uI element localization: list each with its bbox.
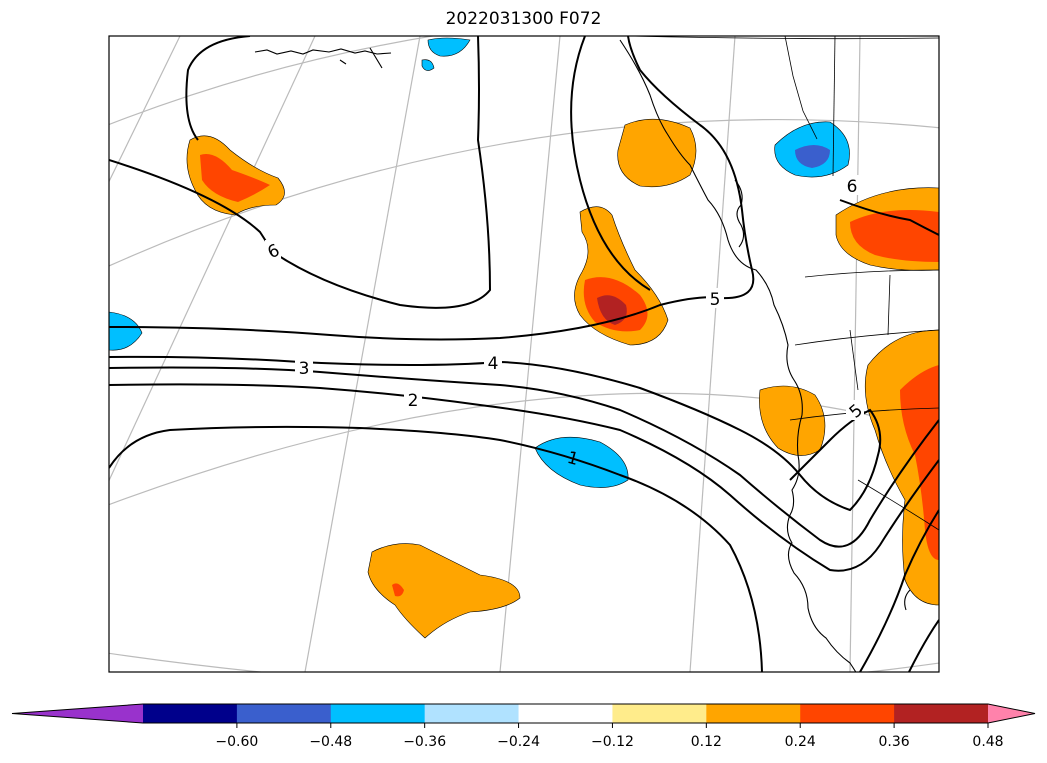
colorbar-outline bbox=[11, 703, 1036, 724]
positive-anomaly-area bbox=[597, 295, 627, 325]
colorbar-tick-label: 0.48 bbox=[972, 734, 1003, 750]
colorbar-tick-label: −0.24 bbox=[497, 734, 540, 750]
contour-line bbox=[109, 355, 882, 512]
contour-label: 3 bbox=[299, 359, 310, 379]
colorbar-segment bbox=[330, 704, 426, 723]
colorbar-segment bbox=[612, 704, 707, 723]
positive-anomaly-area bbox=[200, 154, 270, 202]
political-borders bbox=[629, 36, 939, 531]
contour-label-group: 6 5 4 3 2 1 6 5 bbox=[265, 175, 867, 470]
positive-anomaly-area bbox=[617, 118, 697, 188]
contour-label: 5 bbox=[710, 290, 721, 310]
positive-anomaly-area bbox=[367, 543, 521, 639]
colorbar-tick-label: −0.60 bbox=[215, 734, 258, 750]
positive-anomaly-area bbox=[900, 365, 939, 560]
colorbar-segments bbox=[11, 703, 1036, 724]
colorbar-tick-label: 0.12 bbox=[691, 734, 722, 750]
map-title: 2022031300 F072 bbox=[445, 9, 602, 29]
contour-line bbox=[908, 619, 939, 672]
map-frame bbox=[108, 35, 940, 673]
colorbar-extend-high bbox=[988, 704, 1035, 723]
colorbar-tick-label: −0.48 bbox=[309, 734, 352, 750]
contour-line bbox=[570, 36, 651, 291]
contour-line bbox=[109, 36, 492, 309]
contour-label: 6 bbox=[847, 177, 858, 197]
negative-anomaly-area bbox=[109, 311, 143, 351]
colorbar-segment bbox=[424, 704, 520, 723]
colorbar-extend-low bbox=[12, 704, 143, 723]
contour-line bbox=[185, 36, 251, 141]
contour-line bbox=[839, 199, 939, 236]
contour-line bbox=[109, 383, 939, 572]
colorbar-segment bbox=[894, 704, 989, 723]
negative-anomaly-area bbox=[795, 145, 830, 168]
colorbar-ticks: −0.60 −0.48 −0.36 −0.24 −0.12 0.12 0.24 0.36 0.4… bbox=[215, 723, 1004, 750]
contour-label: 4 bbox=[488, 354, 499, 374]
contour-label: 1 bbox=[565, 448, 581, 470]
negative-anomaly-area bbox=[421, 59, 435, 71]
graticule bbox=[109, 36, 939, 672]
contour-line bbox=[859, 509, 939, 672]
colorbar-segment bbox=[518, 704, 613, 723]
colorbar-segment bbox=[706, 704, 801, 723]
colorbar-tick-label: 0.36 bbox=[879, 734, 910, 750]
colorbar-tick-label: 0.24 bbox=[785, 734, 816, 750]
coastlines bbox=[254, 39, 911, 672]
positive-anomaly-area bbox=[392, 583, 404, 597]
colorbar-segment bbox=[143, 704, 238, 723]
contour-line bbox=[109, 425, 763, 672]
colorbar-segment bbox=[800, 704, 895, 723]
contour-line bbox=[109, 366, 939, 548]
negative-anomaly-area bbox=[427, 37, 471, 57]
colorbar-tick-label: −0.36 bbox=[403, 734, 446, 750]
contour-label: 2 bbox=[408, 391, 419, 411]
colorbar-tick-label: −0.12 bbox=[591, 734, 634, 750]
colorbar-segment bbox=[236, 704, 332, 723]
